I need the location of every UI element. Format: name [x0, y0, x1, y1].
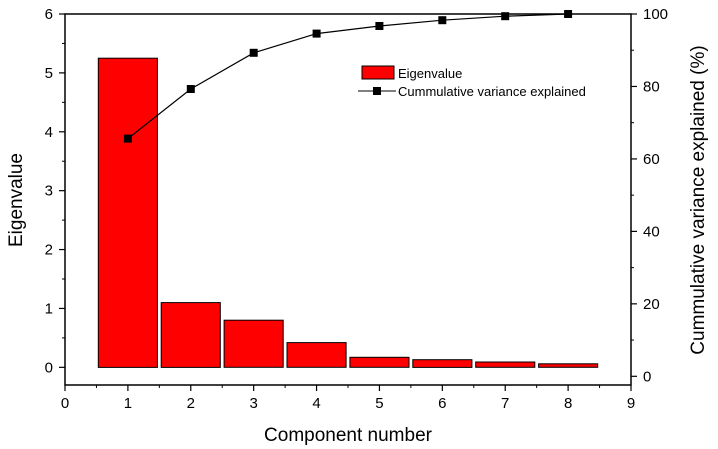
bar-6: [412, 359, 473, 368]
y2-tick-label-20: 20: [643, 296, 660, 313]
y-tick-label-1: 1: [45, 300, 53, 317]
bar-3: [223, 319, 284, 368]
x-tick-label-3: 3: [249, 395, 257, 412]
y2-tick-label-80: 80: [643, 78, 660, 95]
bar-8: [538, 363, 599, 368]
legend-label-eigenvalue: Eigenvalue: [398, 66, 462, 81]
y-tick-label-6: 6: [45, 6, 53, 23]
cumulative-variance-line: [127, 13, 569, 140]
x-tick-label-2: 2: [187, 395, 195, 412]
y2-tick-label-100: 100: [643, 6, 668, 23]
y2-tick-label-60: 60: [643, 151, 660, 168]
x-tick-label-1: 1: [124, 395, 132, 412]
x-tick-label-6: 6: [438, 395, 446, 412]
bar-2: [160, 302, 221, 368]
legend-marker-cumulative: [373, 87, 381, 95]
cumulative-point-5: [375, 22, 384, 30]
y-axis-title-right: Cummulative variance explained (%): [688, 45, 709, 354]
y-tick-label-2: 2: [45, 242, 53, 259]
bar-5: [349, 356, 410, 368]
y-tick-label-4: 4: [45, 124, 53, 141]
cumulative-point-2: [186, 85, 195, 93]
x-tick-label-0: 0: [61, 395, 69, 412]
legend-swatch-eigenvalue: [361, 65, 395, 80]
bar-4: [286, 342, 347, 368]
x-tick-label-7: 7: [501, 395, 509, 412]
y-tick-label-5: 5: [45, 65, 53, 82]
legend-label-cumulative: Cummulative variance explained: [398, 84, 586, 99]
y-axis-title-left: Eigenvalue: [6, 153, 27, 247]
x-tick-label-8: 8: [564, 395, 572, 412]
cumulative-point-1: [123, 134, 132, 143]
bar-1: [97, 57, 158, 368]
cumulative-point-6: [438, 16, 447, 25]
x-tick-label-4: 4: [312, 395, 320, 412]
y-tick-label-3: 3: [45, 183, 53, 200]
y2-tick-label-0: 0: [643, 368, 651, 385]
x-tick-label-5: 5: [375, 395, 383, 412]
bar-series-eigenvalue: [97, 57, 599, 368]
x-tick-label-9: 9: [627, 395, 635, 412]
y2-tick-label-40: 40: [643, 223, 660, 240]
x-axis-title: Component number: [264, 425, 433, 446]
cumulative-point-4: [312, 29, 321, 38]
y-tick-label-0: 0: [45, 359, 53, 376]
line-series-cumulative-variance: [123, 10, 573, 143]
cumulative-point-3: [249, 48, 258, 57]
cumulative-point-7: [501, 12, 510, 21]
bar-7: [475, 361, 536, 368]
legend: Eigenvalue Cummulative variance explaine…: [358, 65, 586, 99]
